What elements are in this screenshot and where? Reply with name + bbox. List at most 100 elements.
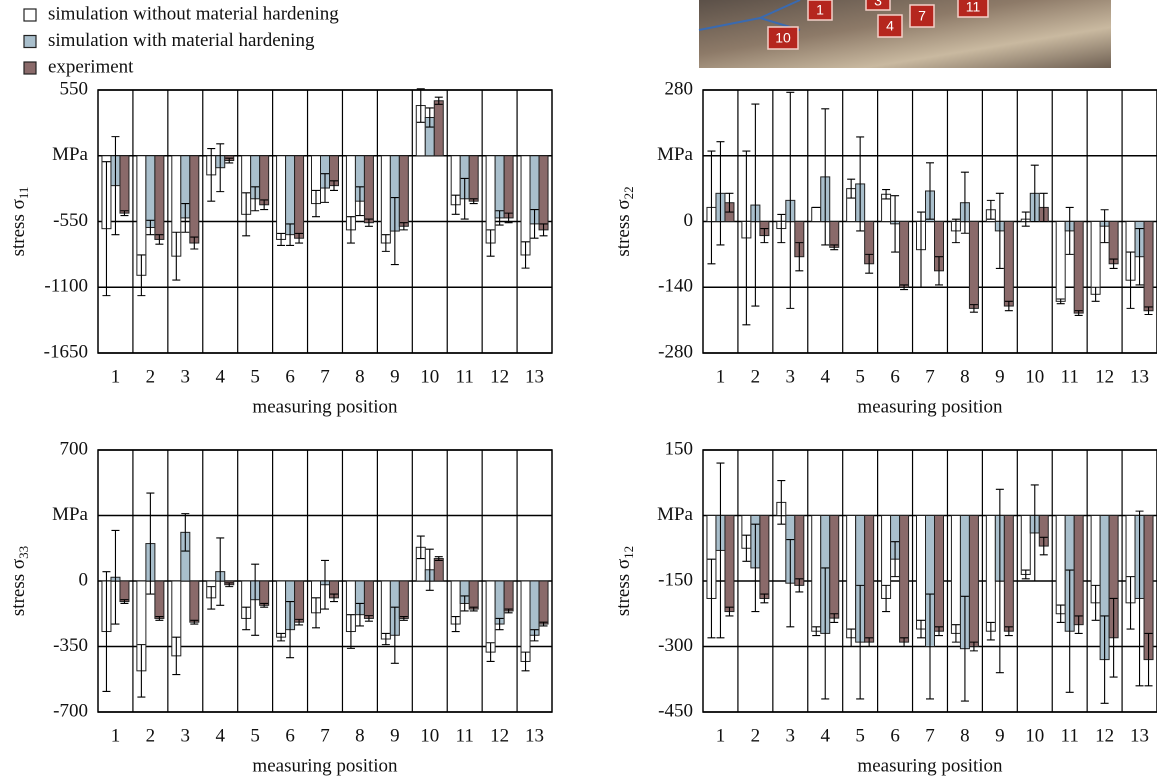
x-tick-label: 10 — [420, 366, 439, 387]
bar — [286, 156, 295, 235]
legend-swatch — [24, 62, 36, 74]
bar — [1144, 222, 1153, 311]
x-tick-label: 7 — [925, 366, 935, 387]
y-axis-title-sub: 22 — [621, 186, 636, 199]
x-tick-label: 4 — [215, 366, 225, 387]
bar — [504, 581, 513, 611]
x-tick-label: 13 — [525, 725, 544, 746]
bar — [486, 581, 495, 652]
bar — [120, 581, 129, 602]
y-axis-title-sub: 11 — [16, 187, 31, 200]
y-axis-title-main: stress σ — [8, 199, 29, 256]
bar — [260, 156, 269, 205]
bar — [725, 516, 734, 612]
bar — [295, 156, 304, 238]
x-axis-title: measuring position — [252, 396, 398, 417]
x-tick-label: 8 — [960, 725, 970, 746]
legend-swatch — [24, 9, 36, 21]
bar — [504, 156, 513, 218]
x-axis-title: measuring position — [252, 755, 398, 776]
x-tick-label: 8 — [355, 366, 365, 387]
figure: 13471011simulation without material hard… — [0, 0, 1157, 781]
y-tick-label: -150 — [658, 569, 693, 590]
x-tick-label: 10 — [1025, 366, 1044, 387]
x-tick-label: 3 — [181, 725, 191, 746]
y-axis-title-sub: 12 — [621, 546, 636, 559]
bar — [539, 156, 548, 230]
y-tick-label: -550 — [53, 210, 88, 231]
y-tick-label: -300 — [658, 635, 693, 656]
x-tick-label: 12 — [490, 366, 509, 387]
bar — [277, 581, 286, 637]
bar — [1056, 516, 1065, 614]
y-tick-label: -1650 — [44, 341, 88, 362]
x-tick-label: 11 — [456, 725, 474, 746]
bar — [155, 581, 164, 618]
bar — [521, 581, 530, 661]
micrograph — [699, 0, 1111, 68]
bar — [900, 516, 909, 643]
bar — [364, 581, 373, 618]
bar — [1004, 516, 1013, 632]
x-tick-label: 12 — [1095, 366, 1114, 387]
bar — [146, 156, 155, 228]
bar — [847, 516, 856, 638]
photo-label: 1 — [816, 2, 824, 18]
y-tick-label: 0 — [684, 210, 694, 231]
bar — [900, 222, 909, 288]
x-axis-title: measuring position — [857, 755, 1003, 776]
x-tick-label: 2 — [146, 366, 156, 387]
bar — [260, 581, 269, 605]
x-tick-label: 1 — [111, 366, 121, 387]
bar — [469, 156, 478, 201]
x-tick-label: 12 — [490, 725, 509, 746]
bar — [155, 156, 164, 240]
bar — [495, 156, 504, 218]
bar — [1109, 222, 1118, 264]
y-tick-label: -140 — [658, 276, 693, 297]
bar — [434, 101, 443, 156]
photo-label: 11 — [966, 0, 981, 15]
y-tick-label: 550 — [60, 78, 89, 99]
y-tick-label: -700 — [53, 700, 88, 721]
bar — [865, 516, 874, 643]
x-tick-label: 6 — [285, 366, 295, 387]
x-tick-label: 2 — [751, 725, 761, 746]
x-tick-label: 6 — [890, 366, 900, 387]
x-tick-label: 4 — [820, 366, 830, 387]
y-axis-title-main: stress σ — [613, 199, 634, 256]
bar — [969, 516, 978, 647]
y-tick-label: 0 — [79, 569, 89, 590]
x-tick-label: 5 — [250, 725, 260, 746]
bar — [1074, 222, 1083, 314]
y-axis-title: stress σ33 — [8, 546, 31, 616]
y-tick-label: -450 — [658, 700, 693, 721]
x-tick-label: 12 — [1095, 725, 1114, 746]
y-axis-title: stress σ11 — [8, 187, 31, 257]
y-axis-title-main: stress σ — [613, 559, 634, 616]
legend-label: simulation with material hardening — [48, 30, 315, 51]
legend-label: simulation without material hardening — [48, 3, 339, 24]
y-tick-label: MPa — [657, 504, 693, 525]
photo-label: 4 — [886, 18, 894, 34]
bar — [295, 581, 304, 622]
y-tick-label: MPa — [52, 144, 88, 165]
x-tick-label: 5 — [250, 366, 260, 387]
photo-label: 3 — [874, 0, 882, 9]
bar — [830, 222, 839, 248]
x-tick-label: 9 — [995, 725, 1005, 746]
legend-swatch — [24, 36, 36, 48]
bar — [190, 156, 199, 243]
bar — [760, 516, 769, 599]
x-tick-label: 4 — [820, 725, 830, 746]
x-tick-label: 13 — [1130, 725, 1149, 746]
bar — [399, 581, 408, 618]
bar — [469, 581, 478, 609]
bar — [521, 156, 530, 255]
x-tick-label: 11 — [1061, 366, 1079, 387]
bar — [399, 156, 408, 227]
x-tick-label: 3 — [786, 366, 796, 387]
x-tick-label: 3 — [786, 725, 796, 746]
bar — [1021, 516, 1030, 575]
x-tick-label: 11 — [1061, 725, 1079, 746]
